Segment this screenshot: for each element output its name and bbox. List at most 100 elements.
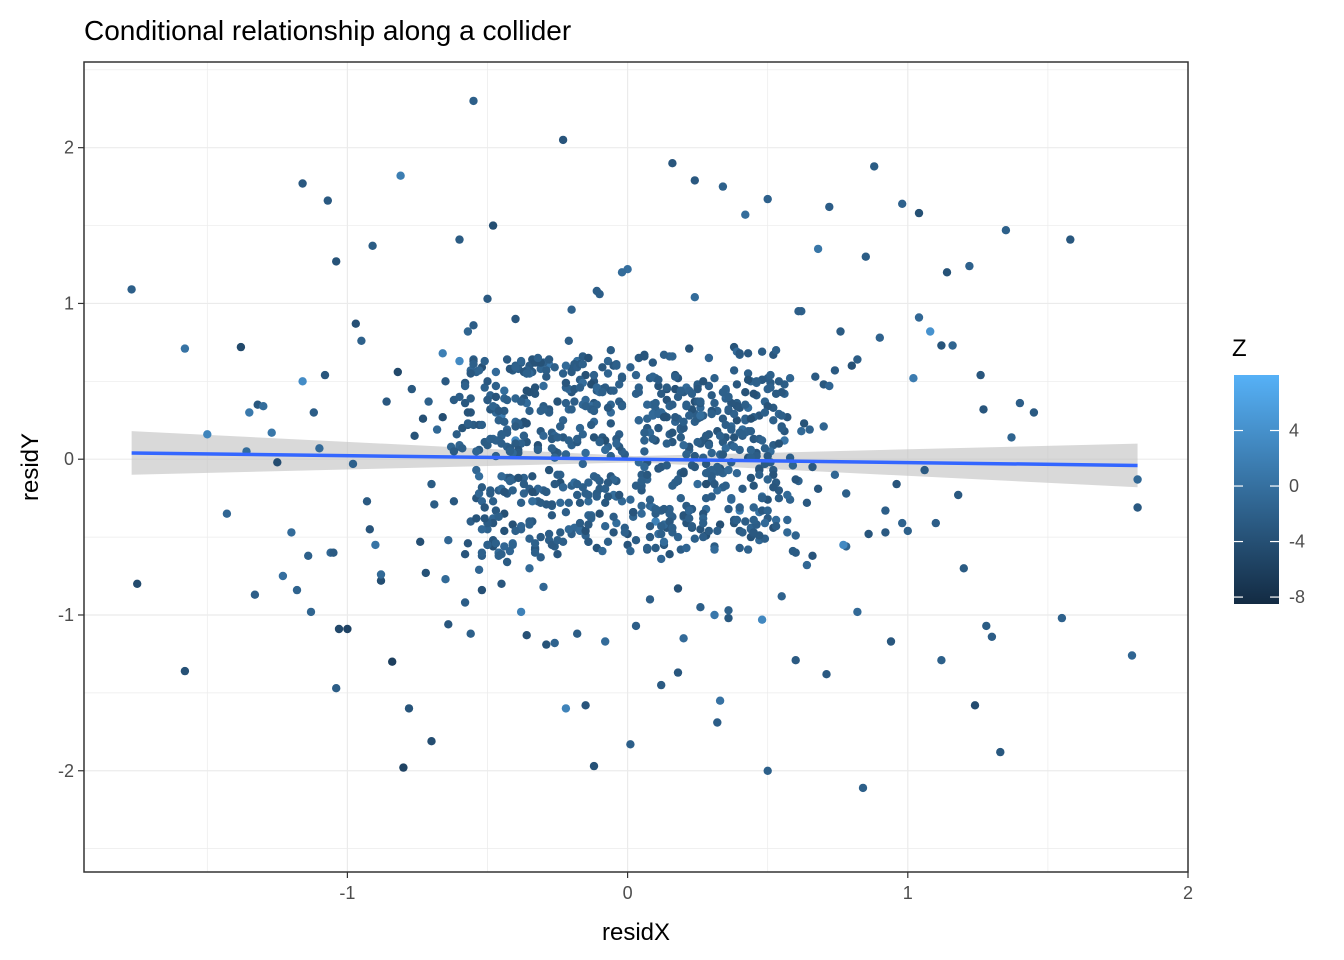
data-point [970, 701, 980, 710]
data-point [1057, 613, 1067, 623]
data-point [702, 0, 710, 4]
data-point [561, 378, 571, 388]
data-point [772, 0, 780, 4]
data-point [657, 389, 666, 398]
data-point [665, 517, 674, 526]
data-point [718, 388, 728, 397]
data-point [749, 503, 758, 512]
data-point [645, 532, 655, 542]
data-point [996, 747, 1005, 757]
data-point [508, 520, 517, 529]
data-point [460, 398, 470, 408]
data-point [500, 386, 509, 395]
data-point [477, 420, 487, 430]
data-point [830, 470, 840, 479]
data-point [769, 416, 778, 425]
data-point [449, 447, 459, 456]
data-point [662, 383, 671, 392]
data-point [556, 470, 565, 479]
data-point [853, 607, 862, 617]
data-point [704, 441, 714, 450]
data-point [853, 355, 862, 364]
data-point [486, 434, 495, 444]
legend-tick-label: -4 [1289, 532, 1305, 552]
data-point [676, 494, 685, 503]
data-point [783, 515, 792, 525]
data-point [693, 479, 702, 489]
data-point [746, 473, 756, 483]
data-point [673, 668, 683, 677]
data-point [830, 366, 840, 375]
data-point [578, 430, 587, 439]
data-point [881, 506, 890, 515]
data-point [724, 392, 733, 402]
data-point [729, 366, 739, 375]
data-point [475, 0, 483, 4]
data-point [558, 369, 568, 378]
data-point [881, 528, 890, 537]
plot-border [83, 61, 1189, 873]
data-point [466, 369, 475, 378]
data-point [668, 481, 677, 490]
data-point [626, 740, 635, 749]
data-point [533, 353, 543, 363]
data-point [306, 607, 316, 617]
data-point [427, 479, 436, 489]
data-point [643, 543, 652, 553]
data-point [654, 423, 663, 433]
data-point [743, 545, 753, 554]
data-point [764, 0, 772, 4]
data-point [774, 439, 784, 448]
data-point [612, 361, 621, 370]
data-point [718, 182, 728, 191]
data-point [757, 494, 767, 503]
data-point [245, 408, 254, 417]
data-point [458, 444, 467, 453]
data-point [898, 518, 907, 528]
data-point [637, 509, 646, 518]
x-axis-title: residX [602, 919, 670, 946]
data-point [508, 486, 517, 495]
data-point [942, 268, 952, 277]
data-point [836, 327, 845, 336]
data-point [584, 497, 593, 506]
data-point [587, 0, 595, 4]
data-point [329, 548, 338, 557]
data-point [516, 607, 526, 617]
data-point [651, 398, 660, 408]
trend-layer [131, 451, 1138, 468]
data-point [699, 518, 708, 528]
data-point [564, 498, 573, 507]
data-point [643, 470, 652, 479]
data-point [500, 417, 509, 426]
data-point [528, 0, 536, 4]
data-point [755, 470, 764, 479]
data-point [488, 221, 498, 230]
data-point [685, 506, 694, 515]
data-point [682, 402, 691, 411]
data-point [575, 383, 585, 392]
y-tick-label: -1 [58, 605, 74, 625]
data-point [584, 478, 593, 487]
data-point [673, 532, 683, 542]
data-point [861, 252, 870, 261]
data-point [592, 473, 601, 483]
data-point [760, 408, 770, 417]
data-point [788, 461, 798, 470]
data-point [744, 0, 752, 4]
data-point [351, 319, 360, 328]
data-point [556, 422, 565, 431]
legend-tick-label: 0 [1289, 476, 1299, 496]
data-point [469, 321, 478, 330]
data-point [813, 244, 823, 254]
data-point [567, 367, 576, 377]
data-point [637, 501, 646, 511]
data-point [483, 294, 492, 303]
data-point [982, 621, 991, 631]
data-point [556, 528, 565, 537]
data-point [570, 0, 578, 4]
data-point [976, 370, 985, 380]
y-tick-label: 2 [64, 138, 74, 158]
data-point [536, 532, 545, 542]
data-point [640, 462, 649, 472]
